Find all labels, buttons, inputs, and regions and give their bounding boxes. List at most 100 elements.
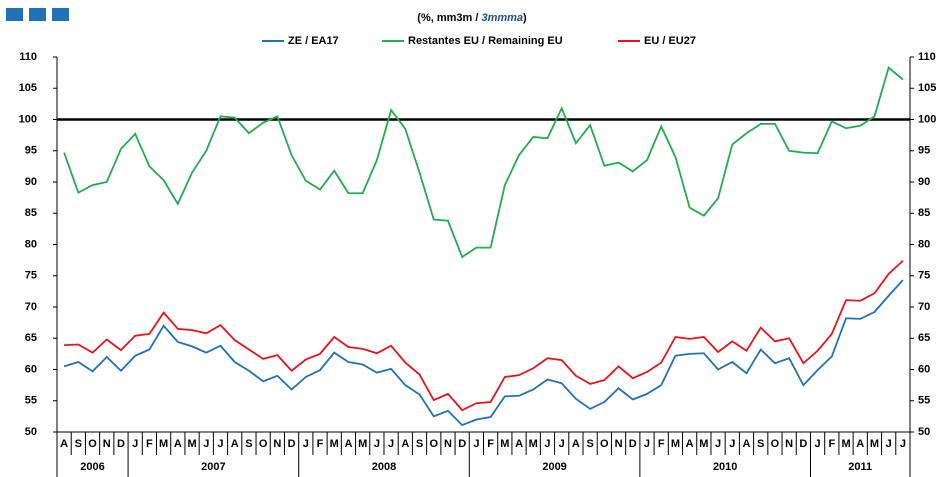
x-tick-label: M — [330, 438, 339, 450]
y-tick-label: 80 — [25, 238, 37, 250]
y2-tick-label: 110 — [918, 51, 936, 63]
x-tick-label: S — [757, 438, 764, 450]
x-tick-label: M — [529, 438, 538, 450]
x-tick-label: M — [500, 438, 509, 450]
x-tick-label: J — [815, 438, 821, 450]
title-part: 3mmma — [481, 12, 523, 24]
y2-tick-label: 50 — [918, 426, 930, 438]
year-label: 2006 — [80, 461, 104, 473]
y2-tick-label: 95 — [918, 145, 930, 157]
logo-block — [29, 8, 46, 21]
legend-label: ZE / EA17 — [288, 35, 339, 47]
y-tick-label: 75 — [25, 270, 37, 282]
x-tick-label: N — [615, 438, 623, 450]
x-tick-label: S — [416, 438, 423, 450]
x-tick-label: F — [828, 438, 835, 450]
y2-tick-label: 100 — [918, 113, 936, 125]
y2-tick-label: 60 — [918, 363, 930, 375]
x-tick-label: O — [429, 438, 438, 450]
y2-tick-label: 70 — [918, 301, 930, 313]
x-tick-label: M — [187, 438, 196, 450]
x-tick-label: J — [203, 438, 209, 450]
y2-tick-label: 90 — [918, 176, 930, 188]
x-tick-label: J — [644, 438, 650, 450]
y2-tick-label: 65 — [918, 332, 930, 344]
year-label: 2011 — [848, 461, 872, 473]
y-tick-label: 110 — [19, 51, 37, 63]
x-tick-label: A — [60, 438, 68, 450]
x-tick-label: F — [658, 438, 665, 450]
y-tick-label: 50 — [25, 426, 37, 438]
x-tick-label: M — [699, 438, 708, 450]
x-tick-label: S — [75, 438, 82, 450]
series-line — [63, 66, 904, 259]
x-tick-label: F — [487, 438, 494, 450]
y-tick-label: 90 — [25, 176, 37, 188]
x-tick-label: A — [686, 438, 694, 450]
x-tick-label: A — [174, 438, 182, 450]
x-tick-label: A — [231, 438, 239, 450]
y-tick-label: 100 — [19, 113, 37, 125]
x-tick-label: O — [600, 438, 609, 450]
chart-title: (%, mm3m / 3mmma) — [417, 12, 527, 24]
x-tick-label: J — [388, 438, 394, 450]
x-tick-label: J — [217, 438, 223, 450]
x-tick-label: J — [473, 438, 479, 450]
x-tick-label: D — [799, 438, 807, 450]
x-tick-label: J — [544, 438, 550, 450]
x-tick-label: N — [103, 438, 111, 450]
y-tick-label: 95 — [25, 145, 37, 157]
x-tick-label: N — [273, 438, 281, 450]
x-tick-label: D — [288, 438, 296, 450]
x-tick-label: A — [401, 438, 409, 450]
x-tick-label: A — [856, 438, 864, 450]
logo-block — [52, 8, 69, 21]
y2-tick-label: 55 — [918, 395, 930, 407]
x-tick-label: N — [444, 438, 452, 450]
y-tick-label: 60 — [25, 363, 37, 375]
x-tick-label: A — [743, 438, 751, 450]
x-tick-label: M — [870, 438, 879, 450]
x-tick-label: S — [586, 438, 593, 450]
x-tick-label: N — [785, 438, 793, 450]
year-label: 2007 — [201, 461, 225, 473]
x-tick-label: A — [572, 438, 580, 450]
x-tick-label: D — [117, 438, 125, 450]
x-tick-label: J — [559, 438, 565, 450]
y-tick-label: 55 — [25, 395, 37, 407]
x-tick-label: J — [374, 438, 380, 450]
series-line — [63, 279, 904, 427]
legend-label: Restantes EU / Remaining EU — [408, 35, 563, 47]
y2-tick-label: 80 — [918, 238, 930, 250]
x-tick-label: A — [344, 438, 352, 450]
x-tick-label: D — [458, 438, 466, 450]
x-tick-label: D — [629, 438, 637, 450]
x-tick-label: J — [900, 438, 906, 450]
x-tick-label: A — [515, 438, 523, 450]
y2-tick-label: 105 — [918, 82, 936, 94]
series-line — [64, 260, 904, 412]
y-tick-label: 105 — [19, 82, 37, 94]
x-tick-label: J — [729, 438, 735, 450]
x-tick-label: M — [358, 438, 367, 450]
x-tick-label: J — [886, 438, 892, 450]
y-tick-label: 65 — [25, 332, 37, 344]
x-tick-label: S — [245, 438, 252, 450]
y-tick-label: 70 — [25, 301, 37, 313]
y-tick-label: 85 — [25, 207, 37, 219]
x-tick-label: J — [303, 438, 309, 450]
x-tick-label: M — [841, 438, 850, 450]
x-tick-label: J — [715, 438, 721, 450]
x-tick-label: F — [317, 438, 324, 450]
title-part: ) — [523, 12, 527, 24]
x-tick-label: O — [771, 438, 780, 450]
title-part: (%, mm3m / — [417, 12, 481, 24]
year-label: 2010 — [713, 461, 737, 473]
x-tick-label: F — [146, 438, 153, 450]
x-tick-label: M — [671, 438, 680, 450]
y2-tick-label: 85 — [918, 207, 930, 219]
x-tick-label: O — [259, 438, 268, 450]
legend-label: EU / EU27 — [644, 35, 696, 47]
year-label: 2009 — [542, 461, 566, 473]
